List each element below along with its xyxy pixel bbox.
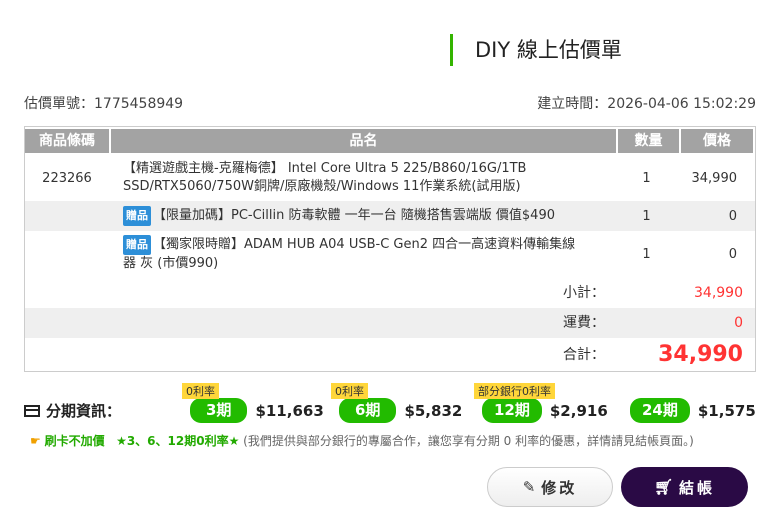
note-zero-rate: ★3、6、12期0利率★ (116, 434, 240, 448)
header-name: 品名 (111, 129, 616, 153)
plan-6: 0利率 6期 $5,832 (331, 383, 463, 423)
plan-amount: $1,575 (697, 401, 756, 420)
shipping-label: 運費： (563, 315, 605, 331)
gift-badge: 贈品 (123, 235, 151, 255)
table-row: 223266 【精選遊戲主機-克羅梅德】 Intel Core Ultra 5 … (25, 155, 755, 201)
subtotal-value: 34,990 (694, 285, 743, 301)
credit-card-icon (24, 404, 40, 417)
header-price: 價格 (681, 129, 753, 153)
table-row: 贈品 【獨家限時贈】ADAM HUB A04 USB-C Gen2 四合一高速資料… (25, 231, 755, 277)
subtotal-row: 小計： 34,990 (25, 279, 755, 307)
checkout-button[interactable]: 🛒︎ 結帳 (621, 467, 748, 507)
shipping-row: 運費： 0 (25, 308, 755, 338)
created-time: 建立時間：2026-04-06 15:02:29 (537, 96, 756, 112)
subtotal-label: 小計： (563, 285, 605, 301)
item-qty: 1 (642, 170, 651, 186)
table-header: 商品條碼 品名 數量 價格 (25, 129, 755, 153)
header-code: 商品條碼 (25, 129, 109, 153)
plan-tag: 0利率 (182, 383, 219, 399)
header-qty: 數量 (618, 129, 679, 153)
plan-amount: $11,663 (255, 401, 324, 420)
plan-term: 24期 (630, 398, 690, 423)
total-label: 合計： (563, 347, 605, 363)
plan-term: 6期 (339, 398, 397, 423)
item-name: 【獨家限時贈】ADAM HUB A04 USB-C Gen2 四合一高速資料傳輸… (123, 237, 576, 271)
cart-icon: 🛒︎ (653, 478, 674, 496)
item-price: 0 (728, 246, 737, 262)
item-name: 【限量加碼】PC-Cillin 防毒軟體 一年一台 隨機搭售雲端版 價值$490 (153, 208, 555, 223)
shipping-value: 0 (734, 315, 743, 331)
item-qty: 1 (642, 208, 651, 224)
plan-amount: $5,832 (404, 401, 463, 420)
installment-note: ☛ 刷卡不加價 ★3、6、12期0利率★ (我們提供與部分銀行的專屬合作，讓您享… (30, 432, 694, 449)
plan-amount: $2,916 (549, 401, 608, 420)
pointing-hand-icon: ☛ (30, 434, 41, 448)
page-title: DIY 線上估價單 (450, 34, 622, 66)
total-value: 34,990 (658, 342, 743, 367)
note-no-surcharge: 刷卡不加價 (44, 434, 105, 448)
item-price: 34,990 (691, 170, 738, 186)
pencil-icon: ✎ (522, 478, 536, 496)
plan-tag: 0利率 (331, 383, 368, 399)
plan-term: 3期 (190, 398, 248, 423)
plan-12: 部分銀行0利率 12期 $2,916 (474, 383, 608, 423)
note-detail: (我們提供與部分銀行的專屬合作，讓您享有分期 0 利率的優惠，詳情請見結帳頁面。… (243, 434, 694, 448)
gift-badge: 贈品 (123, 206, 151, 226)
edit-button[interactable]: ✎ 修改 (487, 467, 613, 507)
item-qty: 1 (642, 246, 651, 262)
plan-tag: 部分銀行0利率 (474, 383, 555, 399)
quote-table: 商品條碼 品名 數量 價格 223266 【精選遊戲主機-克羅梅德】 Intel… (24, 126, 756, 372)
total-row: 合計： 34,990 (25, 339, 755, 371)
item-code: 223266 (42, 170, 92, 186)
plan-24: 24期 $1,575 (630, 398, 756, 423)
table-row: 贈品 【限量加碼】PC-Cillin 防毒軟體 一年一台 隨機搭售雲端版 價值$4… (25, 201, 755, 231)
item-price: 0 (728, 208, 737, 224)
installment-label: 分期資訊： (46, 402, 122, 420)
plan-3: 0利率 3期 $11,663 (182, 383, 324, 423)
plan-term: 12期 (482, 398, 542, 423)
quote-number: 估價單號：1775458949 (24, 96, 184, 112)
item-name: 【精選遊戲主機-克羅梅德】 Intel Core Ultra 5 225/B86… (123, 161, 527, 194)
